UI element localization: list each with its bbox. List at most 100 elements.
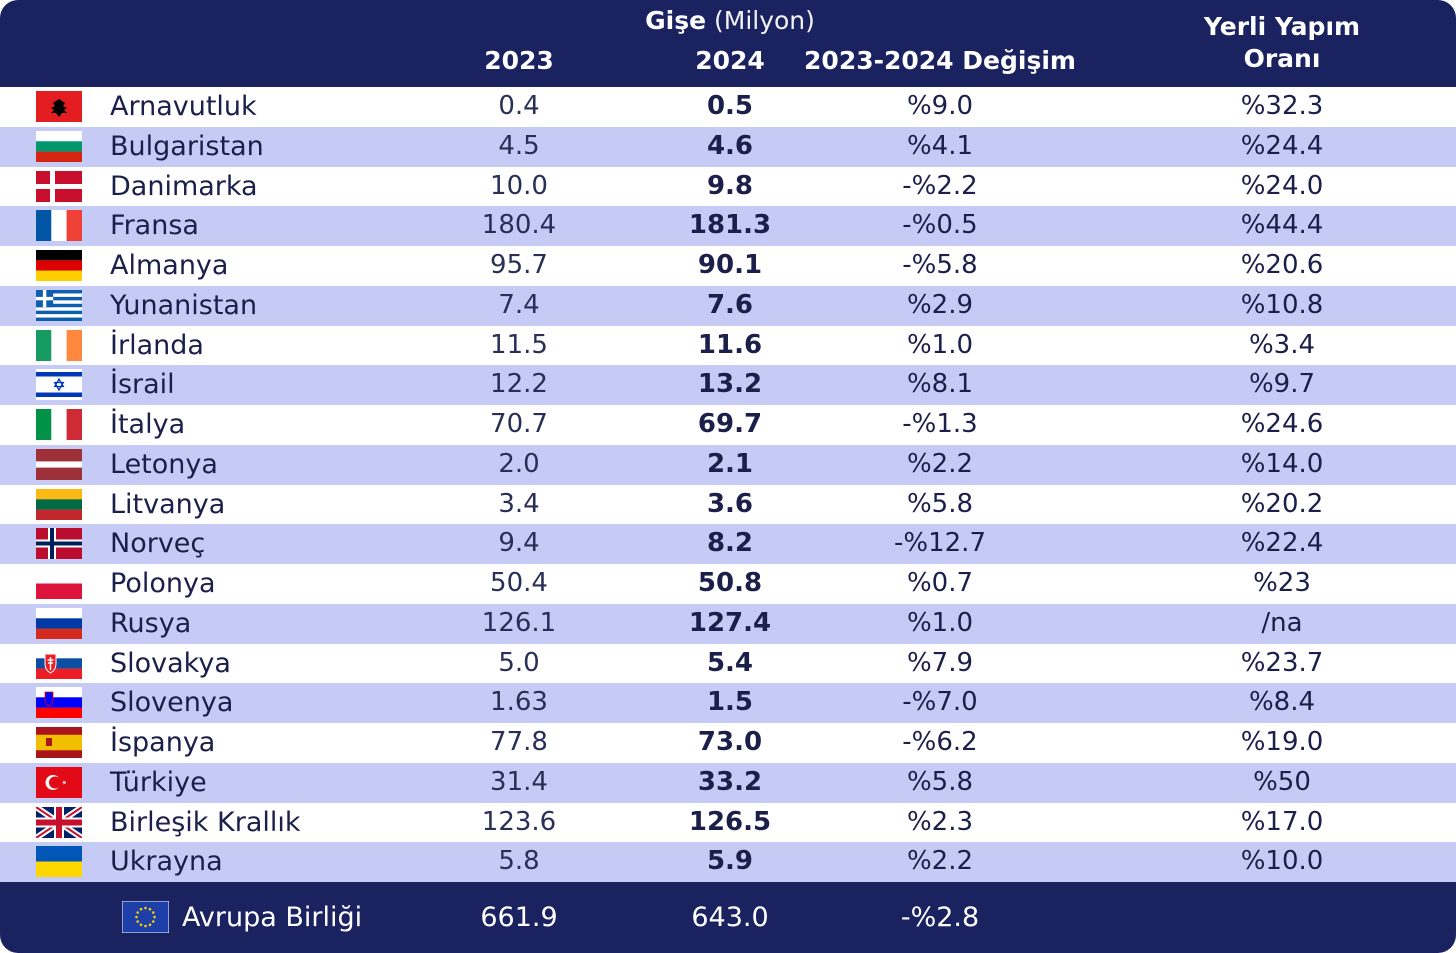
flag-pl-icon <box>36 568 82 599</box>
cell-domestic: %24.4 <box>1240 130 1324 161</box>
table-row: Ukrayna 5.8 5.9 %2.2 %10.0 <box>0 842 1456 882</box>
cell-v2024: 126.5 <box>688 806 772 837</box>
cell-v2023: 1.63 <box>490 687 548 718</box>
cell-change: %1.0 <box>906 329 974 360</box>
cell-v2024: 0.5 <box>706 91 754 121</box>
flag-fr-icon <box>36 210 82 242</box>
country-name: Bulgaristan <box>110 130 264 162</box>
country-name: Rusya <box>110 607 192 639</box>
table-row: Danimarka 10.0 9.8 -%2.2 %24.0 <box>0 166 1456 207</box>
flag-bg-icon <box>36 130 82 162</box>
flag-ie-icon <box>36 329 82 361</box>
table-row: Yunanistan 7.4 7.6 %2.9 %10.8 <box>0 285 1456 326</box>
cell-v2024: 5.9 <box>706 846 754 877</box>
cell-domestic: %17.0 <box>1240 806 1324 837</box>
eu-star <box>136 911 140 914</box>
country-name: Letonya <box>110 448 218 480</box>
country-name: Yunanistan <box>110 289 258 321</box>
cell-domestic: %3.4 <box>1248 329 1316 360</box>
country-name: Türkiye <box>110 766 207 798</box>
cell-change: %7.9 <box>906 647 974 678</box>
col-header-domestic-line1: Yerli Yapım <box>1203 12 1361 41</box>
cell-v2024: 73.0 <box>697 727 763 757</box>
cell-v2023: 70.7 <box>490 409 548 439</box>
country-name: İspanya <box>110 727 216 758</box>
country-name: İsrail <box>110 369 175 401</box>
cell-change: -%1.3 <box>902 409 978 439</box>
table-row: Norveç 9.4 8.2 -%12.7 %22.4 <box>0 524 1456 564</box>
eu-star <box>144 906 147 910</box>
cell-v2023: 77.8 <box>490 727 548 757</box>
flag-es-icon <box>36 727 82 758</box>
flag-sk-icon <box>36 647 82 679</box>
eu-value-2024: 643.0 <box>691 902 769 933</box>
cell-v2023: 5.0 <box>498 647 540 678</box>
cell-domestic: %24.6 <box>1240 409 1324 439</box>
table-row: Polonya 50.4 50.8 %0.7 %23 <box>0 564 1456 604</box>
eu-star <box>144 924 147 928</box>
cell-v2023: 31.4 <box>490 766 548 797</box>
cell-v2023: 4.5 <box>498 130 540 161</box>
cell-domestic: %23.7 <box>1240 647 1324 678</box>
cell-v2024: 69.7 <box>697 409 763 439</box>
cell-change: -%7.0 <box>902 687 978 718</box>
cell-v2023: 10.0 <box>490 170 548 201</box>
flag-ru-icon <box>36 607 82 639</box>
flag-ua-icon <box>36 846 82 878</box>
flag-al-icon <box>36 91 82 122</box>
flag-gb-icon <box>36 806 82 838</box>
eu-star <box>148 923 152 927</box>
cell-domestic: %19.0 <box>1240 727 1324 757</box>
col-header-change: 2023-2024 Değişim <box>804 46 1076 75</box>
cell-domestic: %8.4 <box>1248 687 1316 718</box>
cell-change: %1.0 <box>906 607 974 638</box>
table-row: Slovenya 1.63 1.5 -%7.0 %8.4 <box>0 683 1456 723</box>
eu-star <box>139 923 143 927</box>
flag-dk-icon <box>36 170 82 202</box>
col-header-domestic-line2: Oranı <box>1243 44 1321 73</box>
cell-v2024: 9.8 <box>706 170 754 201</box>
country-name: Birleşik Krallık <box>110 806 301 838</box>
cell-v2024: 90.1 <box>697 250 763 280</box>
cell-change: %9.0 <box>906 91 974 121</box>
flag-no-icon <box>36 528 82 560</box>
table-row: İrlanda 11.5 11.6 %1.0 %3.4 <box>0 325 1456 366</box>
cell-v2023: 50.4 <box>490 568 548 598</box>
table-row: Bulgaristan 4.5 4.6 %4.1 %24.4 <box>0 126 1456 167</box>
cell-domestic: %44.4 <box>1240 210 1324 241</box>
country-name: Almanya <box>110 250 229 281</box>
flag-si-icon <box>36 687 82 719</box>
cell-v2023: 7.4 <box>498 289 540 320</box>
country-name: Fransa <box>110 210 199 242</box>
eu-star <box>139 907 143 911</box>
country-name: Slovakya <box>110 647 231 679</box>
cell-domestic: %14.0 <box>1240 448 1324 479</box>
country-name: İtalya <box>110 409 186 440</box>
table-row: Slovakya 5.0 5.4 %7.9 %23.7 <box>0 643 1456 684</box>
table-row: Rusya 126.1 127.4 %1.0/na <box>0 603 1456 644</box>
cell-domestic: %20.6 <box>1240 250 1324 280</box>
col-header-2024: 2024 <box>695 46 765 75</box>
eu-star <box>148 907 152 911</box>
cell-change: %2.2 <box>906 448 974 479</box>
country-name: Polonya <box>110 568 216 599</box>
eu-star <box>136 920 140 923</box>
table-row: Litvanya 3.4 3.6 %5.8 %20.2 <box>0 484 1456 525</box>
cell-change: %5.8 <box>906 488 974 519</box>
cell-v2024: 50.8 <box>697 568 763 598</box>
table-row: Birleşik Krallık 123.6 126.5 %2.3 %17.0 <box>0 802 1456 843</box>
cell-change: -%12.7 <box>894 528 986 559</box>
eu-value-2023: 661.9 <box>480 902 558 933</box>
flag-it-icon <box>36 409 82 440</box>
cell-change: %2.9 <box>906 289 974 320</box>
cell-domestic: %10.0 <box>1240 846 1324 877</box>
cell-v2024: 181.3 <box>688 210 772 241</box>
table-header: Gişe (Milyon) 2023 2024 2023-2024 Değişi… <box>0 0 1456 87</box>
cell-change: -%6.2 <box>902 727 978 757</box>
cell-change: %2.3 <box>906 806 974 837</box>
cell-domestic: %50 <box>1253 766 1311 797</box>
cell-domestic: %24.0 <box>1240 170 1324 201</box>
flag-de-icon <box>36 250 82 281</box>
country-name: İrlanda <box>110 329 204 361</box>
